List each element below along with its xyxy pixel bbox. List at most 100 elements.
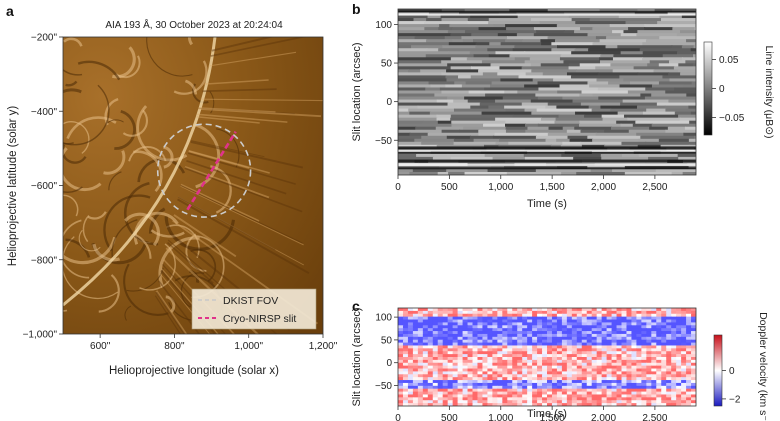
- doppler-cell: [547, 362, 553, 367]
- doppler-cell: [646, 325, 652, 329]
- doppler-cell: [422, 348, 429, 352]
- doppler-cell: [477, 368, 484, 373]
- doppler-cell: [616, 374, 623, 378]
- doppler-cell: [591, 339, 598, 344]
- doppler-cell: [556, 333, 563, 338]
- doppler-cell: [412, 308, 419, 312]
- doppler-cell: [591, 377, 598, 381]
- doppler-cell: [661, 354, 667, 358]
- intensity-cell: [530, 99, 574, 104]
- doppler-cell: [621, 328, 628, 332]
- intensity-cell: [662, 54, 694, 58]
- doppler-cell: [532, 400, 538, 404]
- doppler-cell: [641, 351, 647, 355]
- doppler-cell: [472, 400, 479, 404]
- intensity-cell: [683, 132, 696, 137]
- intensity-cell: [595, 36, 608, 40]
- intensity-cell: [694, 147, 696, 152]
- doppler-cell: [656, 400, 662, 404]
- intensity-cell: [681, 15, 696, 19]
- doppler-cell: [457, 388, 464, 393]
- doppler-cell: [482, 336, 488, 341]
- doppler-cell: [542, 388, 548, 393]
- aia-loop: [63, 236, 119, 299]
- doppler-cell: [631, 351, 637, 355]
- doppler-cell: [427, 313, 434, 318]
- doppler-cell: [412, 339, 419, 344]
- doppler-cell: [457, 400, 464, 404]
- doppler-cell: [591, 403, 598, 406]
- doppler-cell: [517, 325, 523, 329]
- doppler-cell: [626, 342, 633, 347]
- doppler-cell: [547, 357, 553, 361]
- aia-loop: [184, 79, 198, 95]
- doppler-cell: [447, 331, 454, 335]
- doppler-cell: [467, 388, 474, 393]
- intensity-cell: [633, 66, 675, 70]
- doppler-cell: [542, 403, 548, 406]
- doppler-cell: [527, 354, 533, 358]
- doppler-cell: [427, 328, 434, 332]
- intensity-cell: [484, 87, 540, 92]
- intensity-cell: [579, 27, 594, 31]
- doppler-cell: [621, 380, 628, 384]
- doppler-cell: [517, 322, 523, 326]
- intensity-cell: [398, 69, 410, 73]
- doppler-cell: [561, 385, 568, 390]
- doppler-cell: [651, 380, 657, 384]
- doppler-cell: [646, 342, 652, 347]
- doppler-cell: [407, 377, 414, 381]
- doppler-cell: [551, 391, 558, 396]
- doppler-cell: [686, 391, 692, 396]
- doppler-cell: [492, 380, 498, 384]
- doppler-cell: [596, 325, 603, 329]
- doppler-cell: [581, 357, 588, 361]
- doppler-cell: [676, 400, 682, 404]
- doppler-cell: [636, 345, 642, 349]
- doppler-cell: [601, 339, 608, 344]
- doppler-cell: [566, 359, 573, 364]
- intensity-cell: [588, 48, 641, 52]
- doppler-cell: [626, 336, 633, 341]
- doppler-cell: [487, 394, 493, 398]
- intensity-cell: [451, 27, 480, 31]
- intensity-cell: [450, 117, 497, 122]
- intensity-cell: [398, 72, 443, 76]
- doppler-cell: [581, 354, 588, 358]
- doppler-cell: [631, 397, 637, 401]
- doppler-cell: [477, 388, 484, 393]
- doppler-cell: [457, 362, 464, 367]
- doppler-cell: [487, 342, 493, 347]
- doppler-cell: [551, 385, 558, 390]
- doppler-cell: [566, 368, 573, 373]
- doppler-cell: [606, 382, 613, 387]
- doppler-cell: [626, 394, 633, 398]
- doppler-cell: [571, 400, 578, 404]
- doppler-cell: [537, 382, 543, 387]
- doppler-cell: [601, 377, 608, 381]
- doppler-cell: [596, 397, 603, 401]
- doppler-cell: [681, 336, 687, 341]
- doppler-cell: [651, 362, 657, 367]
- doppler-cell: [616, 359, 623, 364]
- doppler-cell: [487, 354, 493, 358]
- intensity-cell: [598, 96, 646, 101]
- doppler-cell: [527, 368, 533, 373]
- doppler-cell: [601, 374, 608, 378]
- intensity-cell: [450, 33, 473, 37]
- intensity-cell: [421, 141, 455, 146]
- doppler-cell: [671, 328, 677, 332]
- doppler-cell: [447, 368, 454, 373]
- doppler-cell: [542, 336, 548, 341]
- doppler-cell: [681, 385, 687, 390]
- panel-c-ytick-label: 50: [381, 335, 393, 346]
- doppler-cell: [482, 339, 488, 344]
- doppler-cell: [676, 397, 682, 401]
- doppler-cell: [537, 377, 543, 381]
- doppler-cell: [691, 385, 696, 390]
- intensity-cell: [637, 105, 666, 110]
- intensity-cell: [518, 75, 572, 80]
- doppler-cell: [596, 319, 603, 324]
- intensity-cell: [547, 102, 582, 107]
